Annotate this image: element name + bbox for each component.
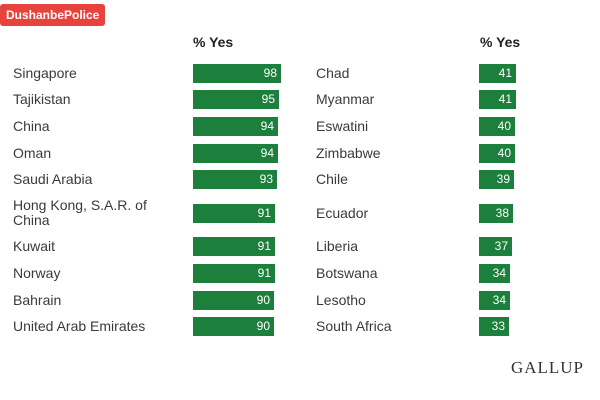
bar-value-label: 41 xyxy=(498,91,512,106)
gallup-logo: GALLUP xyxy=(510,358,584,377)
bar-left: 91 xyxy=(193,203,275,223)
bar-value-label: 39 xyxy=(496,171,510,186)
bar-value-label: 90 xyxy=(256,318,270,333)
column-header-left: % Yes xyxy=(193,34,234,50)
category-label-right: Liberia xyxy=(316,237,359,254)
category-label-right: Eswatini xyxy=(316,117,369,134)
bar-left: 90 xyxy=(193,316,274,336)
category-label-right: Lesotho xyxy=(316,291,366,308)
bar-right: 37 xyxy=(479,236,512,256)
bar-left: 95 xyxy=(193,89,279,109)
bar-value-label: 37 xyxy=(494,238,508,253)
category-label-left: Tajikistan xyxy=(13,90,71,107)
bar-left: 91 xyxy=(193,236,275,256)
bar-value-label: 40 xyxy=(497,118,511,133)
bar-right: 38 xyxy=(479,203,513,223)
bar-right: 34 xyxy=(479,263,510,283)
bar-right: 34 xyxy=(479,290,510,310)
category-label-right: Ecuador xyxy=(316,204,369,221)
bar-left: 93 xyxy=(193,169,277,189)
bar-value-label: 33 xyxy=(491,318,505,333)
bar-value-label: 98 xyxy=(263,65,277,80)
category-label-left: Oman xyxy=(13,144,52,161)
bar-value-label: 34 xyxy=(492,265,506,280)
category-label-left: China xyxy=(13,117,50,134)
bar-value-label: 94 xyxy=(260,145,274,160)
category-label-right: Zimbabwe xyxy=(316,144,381,161)
column-header-right: % Yes xyxy=(480,34,521,50)
category-label-left: Kuwait xyxy=(13,237,56,254)
bar-right: 40 xyxy=(479,143,515,163)
bar-left: 94 xyxy=(193,116,278,136)
bar-left: 90 xyxy=(193,290,274,310)
category-label-left: Hong Kong, S.A.R. of China xyxy=(13,197,147,228)
bar-left: 91 xyxy=(193,263,275,283)
category-label-left: Saudi Arabia xyxy=(13,170,93,187)
source-badge: DushanbePolice xyxy=(0,4,106,26)
bar-value-label: 95 xyxy=(261,91,275,106)
category-label-left: United Arab Emirates xyxy=(13,317,146,334)
bar-value-label: 94 xyxy=(260,118,274,133)
bar-right: 39 xyxy=(479,169,514,189)
category-label-left: Bahrain xyxy=(13,291,62,308)
bar-right: 40 xyxy=(479,116,515,136)
bar-value-label: 38 xyxy=(495,205,509,220)
bar-value-label: 90 xyxy=(256,292,270,307)
bar-left: 98 xyxy=(193,63,281,83)
bar-value-label: 93 xyxy=(259,171,273,186)
bar-right: 33 xyxy=(479,316,509,336)
category-label-right: Chad xyxy=(316,64,350,81)
category-label-right: Chile xyxy=(316,170,348,187)
bar-value-label: 91 xyxy=(257,265,271,280)
bar-value-label: 40 xyxy=(497,145,511,160)
bar-value-label: 91 xyxy=(257,205,271,220)
category-label-right: South Africa xyxy=(316,317,392,334)
bar-value-label: 34 xyxy=(492,292,506,307)
category-label-left: Norway xyxy=(13,264,61,281)
bar-value-label: 41 xyxy=(498,65,512,80)
category-label-right: Botswana xyxy=(316,264,378,281)
category-label-left: Singapore xyxy=(13,64,77,81)
bar-right: 41 xyxy=(479,63,516,83)
bar-right: 41 xyxy=(479,89,516,109)
bar-left: 94 xyxy=(193,143,278,163)
bar-value-label: 91 xyxy=(257,238,271,253)
category-label-right: Myanmar xyxy=(316,90,375,107)
